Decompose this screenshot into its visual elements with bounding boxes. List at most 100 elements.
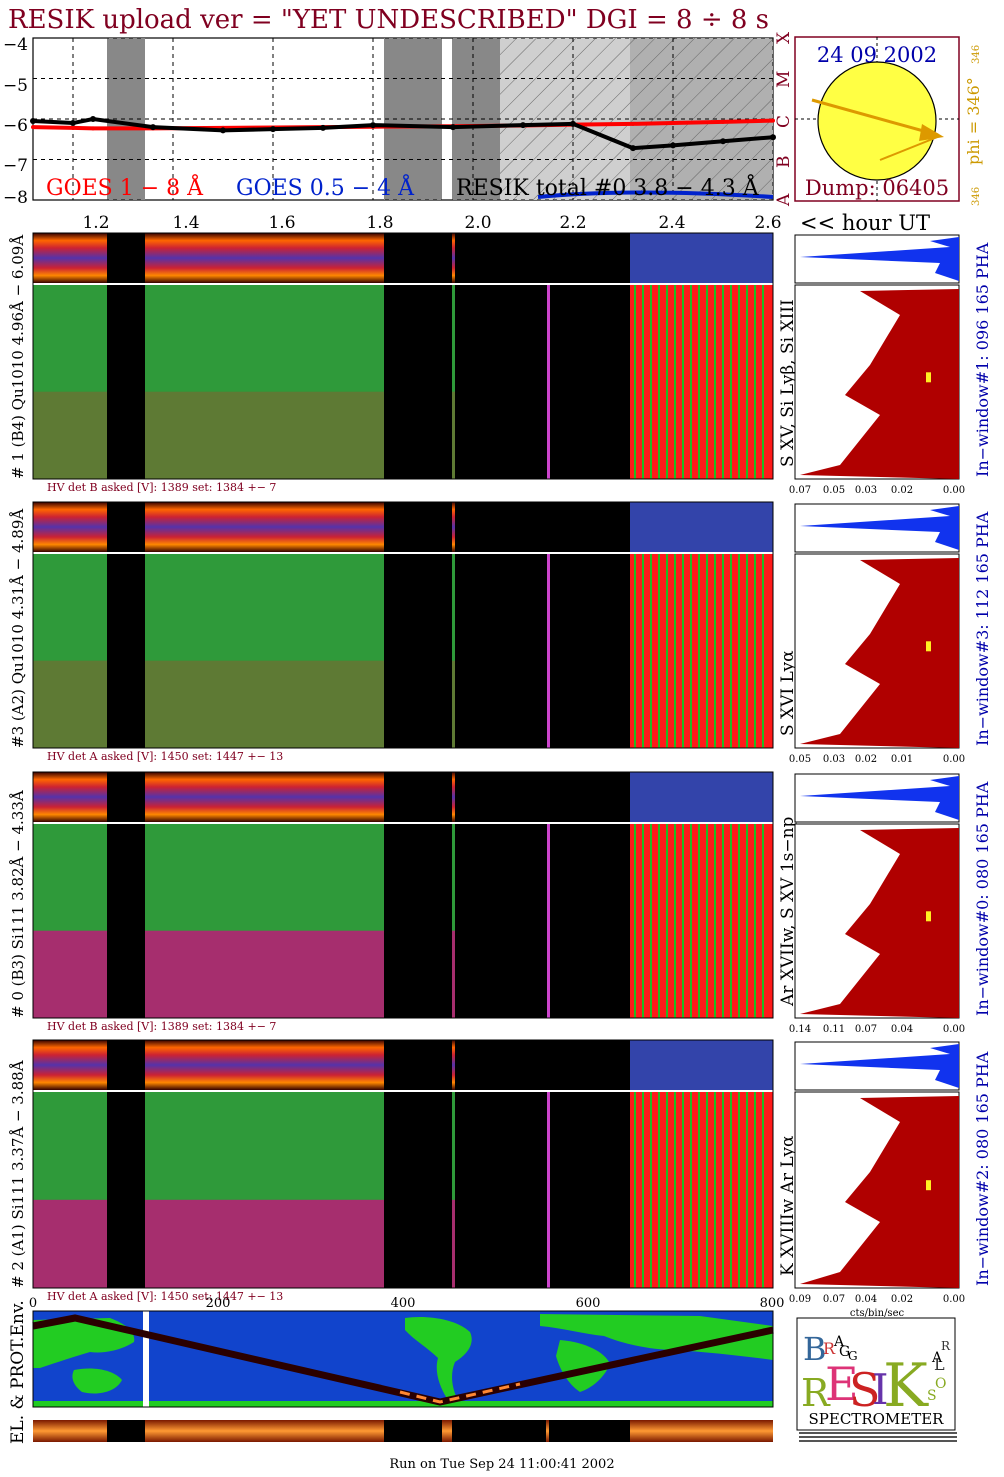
bottom-axis: 0 200 400 600 800 [29, 1296, 785, 1311]
env-label: EL. & PROT.Env. [8, 1300, 28, 1444]
sun-panel: 24 09 2002 Dump: 06405 phi = 346° 346 34… [794, 36, 983, 206]
spectrogram-stripe [730, 1092, 732, 1288]
logo-letter-e: E [825, 1357, 859, 1411]
spectrogram-stripe [730, 554, 732, 748]
spectrogram-stripe [642, 824, 644, 1018]
goes-series-point [270, 126, 276, 133]
spike-line [547, 824, 550, 1018]
spectrogram-stripe [746, 285, 748, 479]
thermal-strip-blue [630, 233, 773, 283]
spectrogram-stripe [682, 285, 684, 479]
logo-letter-k: K [883, 1351, 929, 1421]
logo-fine-print-line [799, 1436, 957, 1438]
spectrogram-stripe [634, 1092, 636, 1288]
spectrogram-stripe [674, 1092, 676, 1288]
thermal-strip-blue [630, 502, 773, 552]
bottom-tick: 0 [29, 1296, 37, 1311]
pha-tick: 0.00 [943, 754, 965, 765]
goes-series-point [570, 120, 576, 127]
logo-letter-g: G [839, 1344, 850, 1360]
spectrogram-stripe [730, 285, 732, 479]
logo-frame [796, 1317, 956, 1431]
data-gap [384, 502, 442, 748]
pha-top-profile [800, 776, 959, 820]
spectrogram-stripe [658, 285, 660, 479]
goes-class-labels: X M C B A [774, 31, 794, 207]
page-title: RESIK upload ver = "YET UNDESCRIBED" DGI… [8, 5, 769, 35]
pha-tick: 0.03 [855, 485, 877, 496]
pha-tick: 0.03 [823, 754, 845, 765]
spectrum-panel-2: HV det B asked [V]: 1389 set: 1384 +− 7 #… [9, 771, 992, 1035]
pha-tick: 0.14 [789, 1024, 811, 1035]
spectrogram-stripe [658, 1092, 660, 1288]
hv-text: HV det B asked [V]: 1389 set: 1384 +− 7 [47, 481, 276, 494]
env-strip [33, 1420, 773, 1442]
pha-tick: 0.02 [891, 1294, 913, 1305]
pha-tick: 0.00 [943, 1294, 965, 1305]
spectrogram-stripe [714, 285, 716, 479]
land-eurasia [540, 1314, 773, 1360]
resik-logo: B R A G G R E S I K S O L A R SPECTROMET… [796, 1317, 957, 1442]
world-map [32, 1310, 774, 1408]
goes-ytick: −6 [3, 116, 28, 136]
data-gap [107, 502, 145, 748]
pha-unit-label: cts/bin/sec [850, 1308, 905, 1319]
spectrogram-stripe [698, 285, 700, 479]
panel-window-label: In−window#1: 096 165 PHA [973, 242, 992, 477]
spectrogram-stripe [698, 824, 700, 1018]
land-antarctica [33, 1401, 773, 1407]
spike-line [547, 285, 550, 479]
spectrogram-stripe [690, 285, 692, 479]
hv-text: HV det A asked [V]: 1450 set: 1447 +− 13 [47, 1290, 283, 1303]
sun-phi: phi = 346° [964, 77, 983, 165]
pha-tick: 0.07 [855, 1024, 877, 1035]
pha-profile [800, 1096, 959, 1288]
spectrogram-stripe [762, 285, 764, 479]
sun-arrow-shaft [811, 98, 939, 137]
logo-letter-i: I [872, 1365, 889, 1414]
spectrogram-stripe [690, 554, 692, 748]
goes-ytick: −7 [3, 156, 28, 176]
land-asia-west [33, 1318, 135, 1368]
data-gap [384, 772, 442, 1018]
spectrogram-stripe [722, 285, 724, 479]
spectrogram-stripe [634, 285, 636, 479]
orbit-track [32, 1314, 774, 1406]
sun-disk [817, 61, 937, 181]
land-americas [405, 1316, 472, 1400]
goes-series-point [30, 118, 36, 125]
spectrogram-stripe [706, 285, 708, 479]
goes-lines [30, 116, 776, 199]
hv-text: HV det A asked [V]: 1450 set: 1447 +− 13 [47, 750, 283, 763]
panel-left-label: # 1 (B4) Qu1010 4.96Å − 6.09Å [9, 235, 27, 479]
thermal-strip-blue [630, 1040, 773, 1090]
spectrogram-stripe [658, 824, 660, 1018]
spectrogram-stripe [754, 285, 756, 479]
goes-series-point [370, 122, 376, 129]
spike-line [547, 554, 550, 748]
spectrogram-stripe [754, 554, 756, 748]
bottom-tick: 200 [206, 1296, 231, 1311]
logo-caption: SPECTROMETER [809, 1410, 945, 1428]
spectrogram-stripe [690, 824, 692, 1018]
env-gap [107, 1420, 145, 1442]
sun-date: 24 09 2002 [817, 43, 937, 67]
sun-tick-bottom: 346 [971, 187, 982, 206]
spectrogram-stripe [666, 285, 668, 479]
data-gap [455, 1040, 630, 1288]
pha-tick: 0.05 [823, 485, 845, 496]
spectrogram-stripe [642, 285, 644, 479]
spectrum-panels: HV det B asked [V]: 1389 set: 1384 +− 7 #… [9, 232, 992, 1305]
spectrogram-stripe [666, 1092, 668, 1288]
goes-series-point [771, 118, 775, 123]
logo-letter-r2: R [801, 1371, 831, 1415]
logo-letter-a: A [833, 1334, 845, 1350]
spectrum-panel-1: HV det A asked [V]: 1450 set: 1447 +− 13… [9, 501, 992, 765]
sun-dump: Dump: 06405 [805, 176, 949, 200]
spectrogram-stripe [682, 554, 684, 748]
spectrogram-stripe [666, 554, 668, 748]
data-gap [107, 233, 145, 479]
map-gap-stripe [143, 1311, 149, 1407]
spectrogram-red-region [630, 285, 773, 479]
